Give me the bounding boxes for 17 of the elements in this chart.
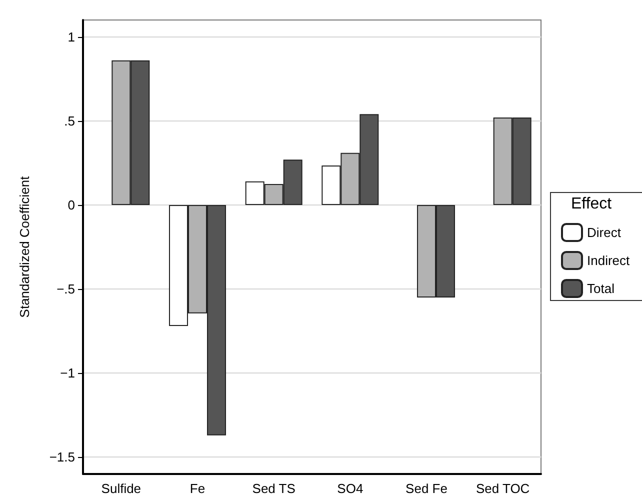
x-tick-label: Fe [190,481,206,496]
x-tick-label: Sulfide [101,481,142,496]
x-tick-label: Sed Fe [406,481,448,496]
y-tick-label: −1 [60,366,75,381]
y-tick-label: 1 [68,29,75,44]
y-tick-label: −1.5 [49,450,75,465]
x-tick-label: Sed TOC [476,481,530,496]
y-tick-label: .5 [64,113,75,128]
x-tick-label: Sed TS [252,481,296,496]
y-axis-title: Standardized Coefficient [17,176,32,318]
x-tick-label: SO4 [337,481,364,496]
legend-label: Direct [587,225,622,240]
y-tick-label: 0 [68,197,75,212]
legend-label: Total [587,281,615,296]
legend-label: Indirect [587,253,630,268]
legend-title: Effect [571,196,612,212]
y-tick-label: −.5 [56,282,75,297]
